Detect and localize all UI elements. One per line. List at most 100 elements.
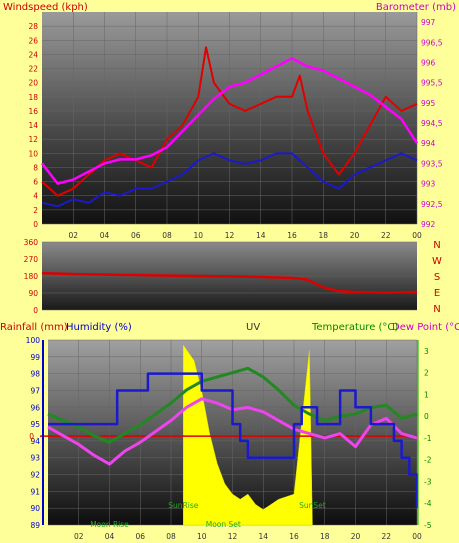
windspeed-axis-label: Windspeed (kph) <box>3 2 88 13</box>
bottom-hour-tick-labels: 02 04 06 08 10 12 14 16 18 20 22 00 <box>74 532 422 541</box>
humidity-tick-label: 92 <box>30 471 40 480</box>
bottom-hour-tick-label: 06 <box>135 532 145 541</box>
top-hour-tick-label: 02 <box>68 231 78 240</box>
windspeed-tick-label: 18 <box>28 93 38 102</box>
humidity-line <box>48 372 419 509</box>
temperature-tick-label: -1 <box>424 434 432 443</box>
humidity-tick-label: 99 <box>30 353 40 362</box>
temperature-tick-labels: -5 -4 -3 -2 -1 0 1 2 3 <box>424 347 432 530</box>
wind-direction-tick-label: 0 <box>33 306 38 315</box>
compass-direction-label: W <box>432 256 442 267</box>
windspeed-tick-label: 26 <box>28 36 38 45</box>
rainfall-axis-label: Rainfall (mm) <box>0 322 68 333</box>
windspeed-tick-label: 8 <box>33 163 38 172</box>
top-hour-tick-label: 00 <box>412 231 422 240</box>
top-hour-tick-label: 22 <box>381 231 391 240</box>
temperature-tick-label: 3 <box>424 347 429 356</box>
wind-average-line <box>41 152 418 208</box>
wind-direction-tick-labels: 0 90 180 270 360 <box>24 238 39 315</box>
wind-direction-tick-label: 90 <box>28 289 38 298</box>
windspeed-tick-label: 0 <box>33 220 38 229</box>
bottom-hour-tick-label: 12 <box>228 532 238 541</box>
humidity-tick-label: 95 <box>30 420 40 429</box>
top-hour-tick-labels: 02 04 06 08 10 12 14 16 18 20 22 00 <box>68 231 422 240</box>
humidity-tick-label: 100 <box>26 336 41 345</box>
top-hour-tick-label: 18 <box>318 231 328 240</box>
top-hour-tick-label: 04 <box>100 231 110 240</box>
top-gridlines <box>42 12 418 225</box>
temperature-line <box>47 366 418 444</box>
barometer-tick-label: 992,5 <box>421 200 443 209</box>
compass-direction-label: E <box>434 288 440 299</box>
humidity-tick-label: 89 <box>30 521 40 530</box>
wind-direction-tick-label: 270 <box>24 255 39 264</box>
temperature-tick-label: -2 <box>424 456 432 465</box>
humidity-tick-labels: 89 90 91 92 93 94 95 96 97 98 99 100 <box>26 336 41 530</box>
windspeed-tick-label: 24 <box>28 50 38 59</box>
barometer-tick-label: 993 <box>421 180 436 189</box>
top-hour-tick-label: 16 <box>287 231 297 240</box>
top-hour-tick-label: 12 <box>225 231 235 240</box>
windspeed-tick-label: 2 <box>33 206 38 215</box>
humidity-tick-label: 94 <box>30 437 40 446</box>
humidity-axis-label: Humidity (%) <box>66 322 132 333</box>
bottom-hour-tick-label: 22 <box>381 532 391 541</box>
rainfall-tick-labels: 0 <box>29 432 34 441</box>
barometer-tick-label: 994,5 <box>421 119 443 128</box>
humidity-tick-label: 98 <box>30 370 40 379</box>
windspeed-tick-label: 6 <box>33 178 38 187</box>
bottom-hour-tick-label: 04 <box>105 532 115 541</box>
sun-moon-event-labels: Moon Rise SunRise Moon Set SunSet <box>90 501 326 529</box>
humidity-temperature-chart: Rainfall (mm) Humidity (%) UV Temperatur… <box>0 322 459 541</box>
top-hour-tick-label: 08 <box>162 231 172 240</box>
humidity-tick-label: 91 <box>30 487 40 496</box>
bottom-hour-tick-label: 14 <box>258 532 268 541</box>
windspeed-tick-label: 22 <box>28 65 38 74</box>
bottom-hour-tick-label: 20 <box>351 532 361 541</box>
top-hour-tick-label: 14 <box>256 231 266 240</box>
humidity-tick-label: 90 <box>30 504 40 513</box>
event-label: Moon Set <box>206 520 241 529</box>
windspeed-tick-label: 4 <box>33 192 38 201</box>
compass-direction-label: N <box>433 240 440 251</box>
barometer-tick-label: 993,5 <box>421 159 443 168</box>
compass-direction-label: N <box>433 304 440 315</box>
bottom-gridlines <box>48 339 418 526</box>
event-label: SunSet <box>299 501 326 510</box>
barometer-axis-label: Barometer (mb) <box>376 2 456 13</box>
barometer-tick-labels: 992 992,5 993 993,5 994 994,5 995 995,5 996 996,5… <box>421 18 443 229</box>
barometer-tick-label: 996,5 <box>421 38 443 47</box>
wind-direction-line <box>41 271 418 294</box>
temperature-tick-label: -5 <box>424 521 432 530</box>
barometer-line <box>41 57 419 185</box>
rainfall-tick-label: 0 <box>29 432 34 441</box>
barometer-tick-label: 992 <box>421 220 436 229</box>
event-label: SunRise <box>168 501 198 510</box>
temperature-tick-label: 1 <box>424 390 429 399</box>
windspeed-tick-label: 16 <box>28 107 38 116</box>
barometer-tick-label: 996 <box>421 58 436 67</box>
barometer-tick-label: 994 <box>421 139 436 148</box>
bottom-hour-tick-label: 00 <box>412 532 422 541</box>
wind-direction-tick-label: 180 <box>24 272 39 281</box>
top-hour-tick-label: 20 <box>350 231 360 240</box>
wind-direction-series <box>41 271 418 294</box>
barometer-tick-label: 995,5 <box>421 79 443 88</box>
temperature-tick-label: -3 <box>424 477 432 486</box>
windspeed-tick-label: 14 <box>28 121 38 130</box>
temperature-tick-label: -4 <box>424 499 432 508</box>
humidity-tick-label: 97 <box>30 386 40 395</box>
barometer-tick-label: 995 <box>421 99 436 108</box>
humidity-tick-label: 93 <box>30 454 40 463</box>
windspeed-line <box>41 46 418 197</box>
temperature-axis-label: Temperature (°C) <box>311 322 398 333</box>
top-series-layer <box>41 46 419 208</box>
bottom-series-layer <box>40 344 419 526</box>
top-hour-tick-label: 10 <box>193 231 203 240</box>
wind-direction-tick-label: 360 <box>24 238 39 247</box>
top-hour-tick-label: 06 <box>131 231 141 240</box>
